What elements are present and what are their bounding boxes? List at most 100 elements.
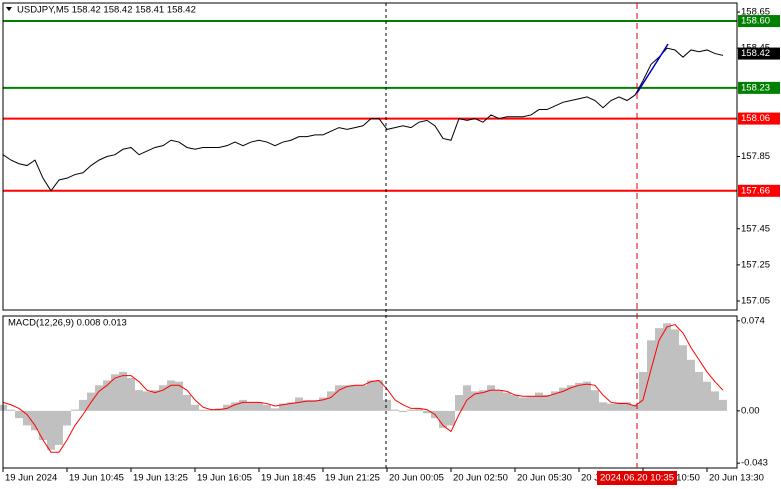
macd-bar [247, 402, 255, 411]
macd-bar [671, 329, 679, 411]
x-tick-label: 19 Jun 10:45 [69, 473, 124, 484]
price-line [2, 47, 724, 192]
macd-panel-frame [2, 315, 738, 469]
macd-bar [495, 390, 503, 411]
macd-bar [623, 402, 631, 411]
macd-bar [527, 396, 535, 411]
x-tick-label: 20 Jun 02:50 [453, 473, 508, 484]
macd-bar [631, 404, 639, 411]
macd-bar [367, 380, 375, 411]
y-tick-label: 157.05 [741, 295, 770, 306]
x-tick-label: 20 Jun 13:30 [709, 473, 764, 484]
x-tick-label: 20 Jun 05:30 [517, 473, 572, 484]
x-tick-label: 19 Jun 16:05 [197, 473, 252, 484]
macd-bar [135, 390, 143, 411]
macd-bar [327, 391, 335, 411]
dropdown-icon [6, 7, 12, 11]
macd-bar [287, 402, 295, 411]
macd-bar [511, 395, 519, 411]
macd-bar [679, 345, 687, 411]
macd-bar [79, 399, 87, 411]
main-panel-frame [2, 2, 738, 311]
level-label-box [738, 112, 780, 125]
macd-bar [15, 410, 23, 419]
macd-bar [535, 392, 543, 411]
trend-line [636, 43, 669, 94]
macd-bar [487, 385, 495, 411]
macd-bar [71, 409, 79, 411]
macd-bar [335, 385, 343, 411]
macd-bar [39, 410, 47, 441]
macd-bar [191, 404, 199, 411]
macd-bar [559, 387, 567, 411]
macd-bar [255, 402, 263, 411]
macd-bar [207, 409, 215, 411]
macd-bar [695, 371, 703, 411]
macd-bar [95, 385, 103, 411]
macd-bar [439, 410, 447, 428]
macd-bar [663, 323, 671, 411]
macd-bar [239, 399, 247, 411]
macd-bar [399, 410, 407, 413]
macd-bar [647, 340, 655, 411]
macd-bar [423, 410, 431, 414]
macd-bar [375, 380, 383, 411]
macd-bar [295, 397, 303, 411]
cursor-label-box [597, 471, 677, 485]
macd-bar [415, 408, 423, 411]
chart-title: USDJPY,M5 158.42 158.42 158.41 158.42 [17, 5, 196, 16]
macd-bar [175, 381, 183, 411]
y-tick-label: 157.45 [741, 223, 770, 234]
macd-bar [567, 385, 575, 411]
macd-bar [447, 410, 455, 426]
macd-bar [639, 371, 647, 411]
y-tick-label: 158.65 [741, 7, 770, 18]
x-tick-label: 19 Jun 13:25 [133, 473, 188, 484]
x-tick-label: 19 Jun 2024 [5, 473, 57, 484]
macd-bar [615, 402, 623, 411]
macd-bar [119, 371, 127, 411]
macd-bar [479, 390, 487, 411]
macd-bar [703, 381, 711, 411]
macd-bar [607, 403, 615, 411]
level-label: 157.66 [741, 185, 770, 196]
macd-bar [351, 385, 359, 411]
macd-bar [111, 374, 119, 411]
macd-bar [519, 397, 527, 411]
y-tick-label: 0.00 [741, 405, 760, 416]
macd-bar [231, 402, 239, 411]
macd-bar [151, 390, 159, 411]
y-tick-label: 157.85 [741, 151, 770, 162]
level-label: 158.60 [741, 16, 770, 27]
macd-bar [591, 390, 599, 411]
macd-bar [263, 404, 271, 411]
macd-bar [575, 382, 583, 411]
macd-bar [503, 392, 511, 411]
macd-bar [279, 403, 287, 411]
macd-bar [719, 399, 727, 411]
macd-bar [471, 391, 479, 411]
signal-line [2, 323, 724, 453]
macd-bar [551, 391, 559, 411]
macd-bar [183, 395, 191, 411]
level-label-box [738, 81, 780, 94]
x-tick-label: 19 Jun 21:25 [325, 473, 380, 484]
macd-bar [199, 409, 207, 411]
macd-bar [463, 385, 471, 411]
macd-bar [343, 385, 351, 411]
macd-title: MACD(12,26,9) 0.008 0.013 [8, 318, 127, 329]
macd-bar [127, 378, 135, 411]
macd-bar [599, 402, 607, 411]
macd-bar [359, 385, 367, 411]
level-label: 158.06 [741, 113, 770, 124]
macd-bar [63, 410, 71, 426]
macd-bar [711, 391, 719, 411]
macd-bar [655, 328, 663, 411]
macd-bar [311, 399, 319, 411]
cursor-label: 2024.06.20 10:35 [600, 473, 674, 484]
macd-bar [159, 385, 167, 411]
macd-bar [271, 408, 279, 411]
